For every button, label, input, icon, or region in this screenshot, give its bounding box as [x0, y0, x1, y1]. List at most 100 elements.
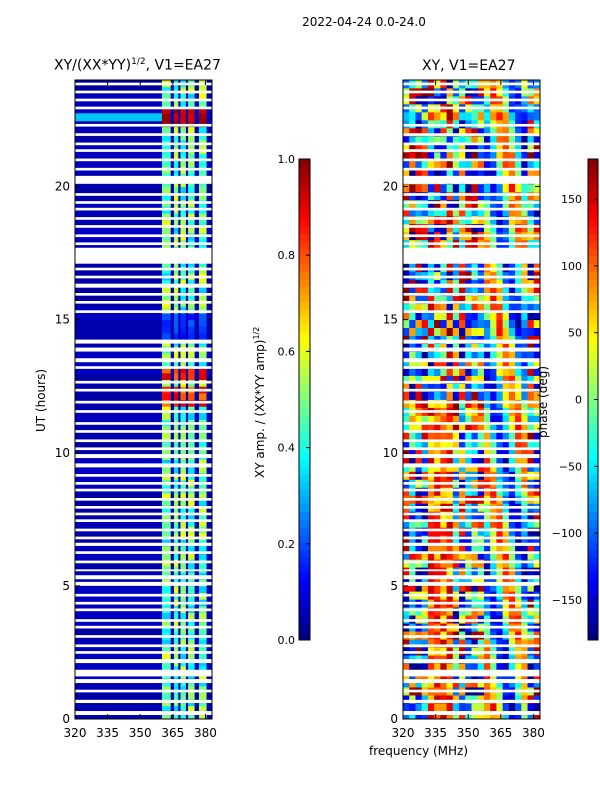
left-heatmap-cell — [180, 499, 186, 507]
left-heatmap-cell — [198, 306, 207, 314]
right-heatmap-cell — [409, 439, 416, 448]
right-heatmap-cell — [490, 319, 497, 329]
phase-colorbar-segment — [588, 587, 598, 596]
right-heatmap-cell — [446, 151, 454, 161]
right-heatmap-cell — [471, 143, 479, 153]
right-heatmap-cell — [465, 567, 472, 576]
left-heatmap-cell — [198, 625, 207, 633]
right-heatmap-cell — [508, 487, 516, 496]
right-heatmap-cell — [502, 367, 510, 376]
right-heatmap-cell — [490, 431, 497, 440]
right-heatmap-cell — [477, 311, 485, 321]
right-heatmap-cell — [490, 151, 497, 161]
right-flagged-row — [403, 133, 540, 136]
right-heatmap-cell — [521, 695, 528, 704]
right-heatmap-cell — [502, 207, 510, 217]
left-heatmap-cell — [173, 625, 179, 633]
phase-colorbar-segment — [588, 497, 598, 506]
right-heatmap-cell — [490, 535, 497, 544]
right-heatmap-cell — [440, 311, 447, 321]
left-flagged-row — [75, 158, 212, 162]
right-heatmap-cell — [452, 703, 460, 712]
right-heatmap-cell — [465, 455, 472, 464]
right-heatmap-cell — [446, 287, 454, 297]
left-heatmap-cell — [188, 326, 195, 334]
right-x-tick-label: 335 — [424, 726, 447, 740]
left-y-tick-label: 5 — [62, 579, 70, 593]
left-heatmap-cell — [161, 439, 171, 447]
right-heatmap-cell — [403, 455, 410, 464]
right-heatmap-cell — [527, 287, 535, 297]
left-heatmap-cell — [161, 86, 171, 94]
left-y-tick-label: 20 — [55, 180, 70, 194]
right-heatmap-cell — [452, 439, 460, 448]
right-heatmap-cell — [521, 663, 528, 672]
right-heatmap-cell — [521, 111, 528, 121]
right-heatmap-cell — [477, 519, 485, 528]
right-heatmap-cell — [403, 295, 410, 305]
right-heatmap-cell — [427, 151, 435, 161]
right-heatmap-cell — [459, 167, 466, 177]
right-heatmap-cell — [427, 679, 435, 688]
left-heatmap-cell — [188, 585, 195, 594]
amp-colorbar-segment — [299, 519, 310, 528]
right-flagged-row — [403, 542, 540, 546]
right-heatmap-cell — [527, 559, 535, 568]
phase-colorbar-segment — [588, 534, 598, 543]
left-heatmap-cell — [173, 545, 179, 554]
right-heatmap-cell — [446, 199, 454, 209]
phase-colorbar-segment — [588, 579, 598, 588]
right-heatmap-cell — [465, 223, 472, 233]
right-heatmap-cell — [459, 303, 466, 313]
left-heatmap-cell — [198, 126, 207, 134]
right-heatmap-cell — [465, 535, 472, 544]
phase-colorbar-tick-label: 100 — [561, 260, 582, 273]
left-heatmap-cell — [180, 506, 186, 514]
right-heatmap-cell — [409, 159, 416, 169]
right-heatmap-cell — [477, 367, 485, 376]
right-heatmap-cell — [496, 135, 504, 145]
right-heatmap-cell — [415, 327, 423, 336]
left-heatmap-cell — [188, 99, 195, 108]
right-heatmap-cell — [483, 639, 491, 648]
right-heatmap-cell — [465, 135, 472, 145]
right-heatmap-cell — [415, 535, 423, 544]
right-heatmap-cell — [465, 583, 472, 592]
right-heatmap-cell — [521, 607, 528, 616]
phase-colorbar-segment — [588, 279, 598, 288]
amp-colorbar-segment — [299, 211, 310, 220]
right-flagged-row — [403, 560, 540, 564]
right-heatmap-cell — [527, 295, 535, 305]
left-heatmap-cell — [188, 279, 195, 287]
left-heatmap-cell — [198, 93, 207, 101]
right-heatmap-cell — [471, 111, 479, 121]
phase-colorbar-segment — [588, 452, 598, 461]
right-heatmap-cell — [471, 567, 479, 576]
right-heatmap-cell — [459, 111, 466, 121]
right-heatmap-cell — [477, 199, 485, 209]
phase-colorbar-segment — [588, 264, 598, 273]
left-heatmap-cell — [188, 625, 195, 633]
amp-colorbar-segment — [299, 429, 310, 438]
right-heatmap-cell — [403, 151, 410, 161]
right-heatmap-cell — [446, 295, 454, 305]
left-heatmap-cell — [161, 312, 171, 321]
right-heatmap-cell — [471, 359, 479, 368]
right-heatmap-cell — [415, 159, 423, 169]
right-heatmap-cell — [421, 191, 429, 201]
right-heatmap-cell — [465, 423, 472, 432]
right-heatmap-cell — [421, 359, 429, 368]
left-flagged-row — [75, 430, 212, 433]
right-heatmap-cell — [471, 303, 479, 313]
right-heatmap-cell — [508, 191, 516, 201]
right-heatmap-cell — [527, 487, 535, 496]
right-heatmap-cell — [440, 551, 447, 560]
phase-colorbar-segment — [588, 346, 598, 355]
amp-colorbar-segment — [299, 587, 310, 596]
right-heatmap-cell — [409, 215, 416, 225]
left-heatmap-cell — [188, 352, 195, 361]
left-heatmap-cell — [161, 119, 171, 128]
right-heatmap-cell — [440, 583, 447, 592]
right-heatmap-cell — [521, 575, 528, 584]
right-heatmap-cell — [434, 167, 441, 177]
